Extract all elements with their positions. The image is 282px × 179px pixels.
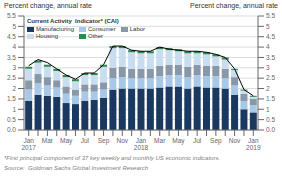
svg-text:Jan2018: Jan2018 (134, 137, 149, 151)
svg-text:Jan2019: Jan2019 (246, 137, 261, 151)
svg-text:Nov: Nov (229, 137, 241, 144)
svg-text:Sep: Sep (210, 137, 222, 145)
html-text:Source: Goldman Sachs Global I: Source: Goldman Sachs Global Investment … (4, 165, 149, 171)
svg-text:4.5: 4.5 (266, 33, 274, 40)
svg-text:3: 3 (12, 64, 16, 71)
svg-text:3.5: 3.5 (266, 54, 274, 61)
svg-text:1: 1 (266, 106, 270, 113)
svg-text:5: 5 (266, 23, 270, 30)
svg-text:4.5: 4.5 (8, 33, 16, 40)
svg-text:0.5: 0.5 (8, 116, 16, 123)
html-text:Manufacturing: Manufacturing (36, 26, 74, 32)
svg-text:5: 5 (12, 23, 16, 30)
svg-text:0.5: 0.5 (266, 116, 274, 123)
svg-text:2.5: 2.5 (266, 74, 274, 81)
svg-text:1.5: 1.5 (8, 95, 16, 102)
svg-text:1.5: 1.5 (266, 95, 274, 102)
html-text:Consumer: Consumer (88, 26, 116, 32)
html-text:Percent change, annual rate: Percent change, annual rate (4, 2, 92, 9)
svg-text:4: 4 (12, 43, 16, 50)
svg-text:5.5: 5.5 (266, 12, 274, 19)
svg-text:May: May (60, 137, 73, 145)
svg-text:0.0: 0.0 (266, 126, 274, 133)
html-text:*First principal component of: *First principal component of 37 key wee… (4, 155, 221, 161)
svg-text:1: 1 (12, 106, 16, 113)
svg-text:3.5: 3.5 (8, 54, 16, 61)
svg-text:2: 2 (12, 85, 16, 92)
svg-text:2: 2 (266, 85, 270, 92)
svg-text:Jan2017: Jan2017 (21, 137, 36, 151)
svg-text:Jul: Jul (193, 137, 202, 144)
svg-text:2.5: 2.5 (8, 74, 16, 81)
svg-text:Nov: Nov (116, 137, 128, 144)
html-text:Percent change, annual rate: Percent change, annual rate (190, 2, 278, 9)
svg-text:4: 4 (266, 43, 270, 50)
svg-text:3: 3 (266, 64, 270, 71)
html-text:Labor: Labor (129, 26, 146, 32)
svg-text:5.5: 5.5 (8, 12, 16, 19)
svg-text:May: May (172, 137, 185, 145)
svg-text:Mar: Mar (42, 137, 54, 144)
svg-text:Mar: Mar (154, 137, 166, 144)
html-text:Housing: Housing (36, 33, 58, 39)
html-text:Current Activity Indicator* (C: Current Activity Indicator* (CAI) (27, 18, 119, 24)
html-text:Other: Other (88, 33, 103, 39)
svg-text:Jul: Jul (81, 137, 90, 144)
svg-text:Sep: Sep (98, 137, 110, 145)
svg-text:0.0: 0.0 (8, 126, 16, 133)
